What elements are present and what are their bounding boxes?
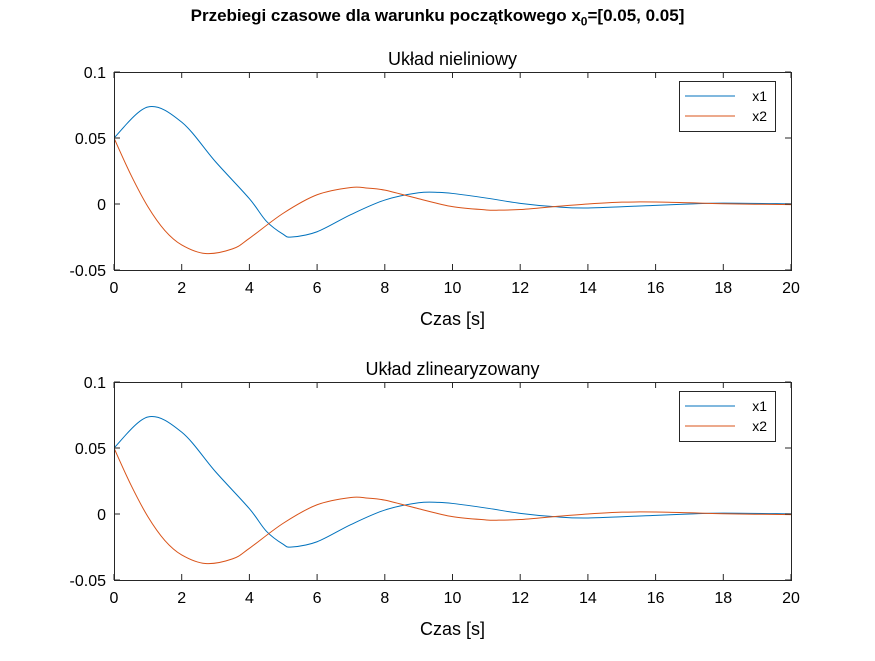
x-tick-label: 0 [110,280,119,297]
y-tick-label: 0.1 [84,65,106,82]
plot-area [114,72,791,270]
series-line-x1 [114,106,791,238]
y-tick-label: 0.1 [84,375,106,392]
x-tick-label: 18 [714,590,732,607]
legend-label-x2: x2 [752,108,767,124]
x-tick-label: 12 [511,590,529,607]
x-tick-label: 18 [714,280,732,297]
y-tick-label: 0.05 [75,131,106,148]
series-line-x2 [114,447,791,565]
y-tick-label: 0.05 [75,441,106,458]
x-tick-label: 14 [579,280,597,297]
legend-label-x1: x1 [752,88,767,104]
y-tick-label: 0 [97,197,106,214]
legend-box [679,81,776,132]
x-tick-label: 12 [511,280,529,297]
x-tick-label: 10 [444,590,462,607]
x-tick-label: 6 [313,590,322,607]
legend-label-x1: x1 [752,398,767,414]
series-line-x1 [114,416,791,548]
series-line-x2 [114,137,791,255]
x-axis-label: Czas [s] [420,619,485,639]
figure-title-suffix: =[0.05, 0.05] [587,6,685,25]
x-tick-label: 0 [110,590,119,607]
figure-title-prefix: Przebiegi czasowe dla warunku początkowe… [190,6,581,25]
x-tick-label: 4 [245,590,254,607]
x-tick-label: 8 [380,280,389,297]
x-tick-label: 2 [177,280,186,297]
x-tick-label: 2 [177,590,186,607]
x-tick-label: 16 [647,280,665,297]
x-axis-label: Czas [s] [420,309,485,329]
plot-area [114,382,791,580]
y-tick-label: 0 [97,507,106,524]
x-tick-label: 16 [647,590,665,607]
chart-title: Układ nieliniowy [388,49,517,69]
x-tick-label: 10 [444,280,462,297]
x-tick-label: 4 [245,280,254,297]
y-tick-label: -0.05 [70,573,107,590]
x-tick-label: 20 [782,590,800,607]
chart-title: Układ zlinearyzowany [365,359,539,379]
x-tick-label: 8 [380,590,389,607]
legend-label-x2: x2 [752,418,767,434]
legend-box [679,391,776,442]
x-tick-label: 14 [579,590,597,607]
y-tick-label: -0.05 [70,263,107,280]
figure-title: Przebiegi czasowe dla warunku początkowe… [0,6,875,28]
x-tick-label: 20 [782,280,800,297]
figure-title-subscript: 0 [580,14,588,29]
x-tick-label: 6 [313,280,322,297]
